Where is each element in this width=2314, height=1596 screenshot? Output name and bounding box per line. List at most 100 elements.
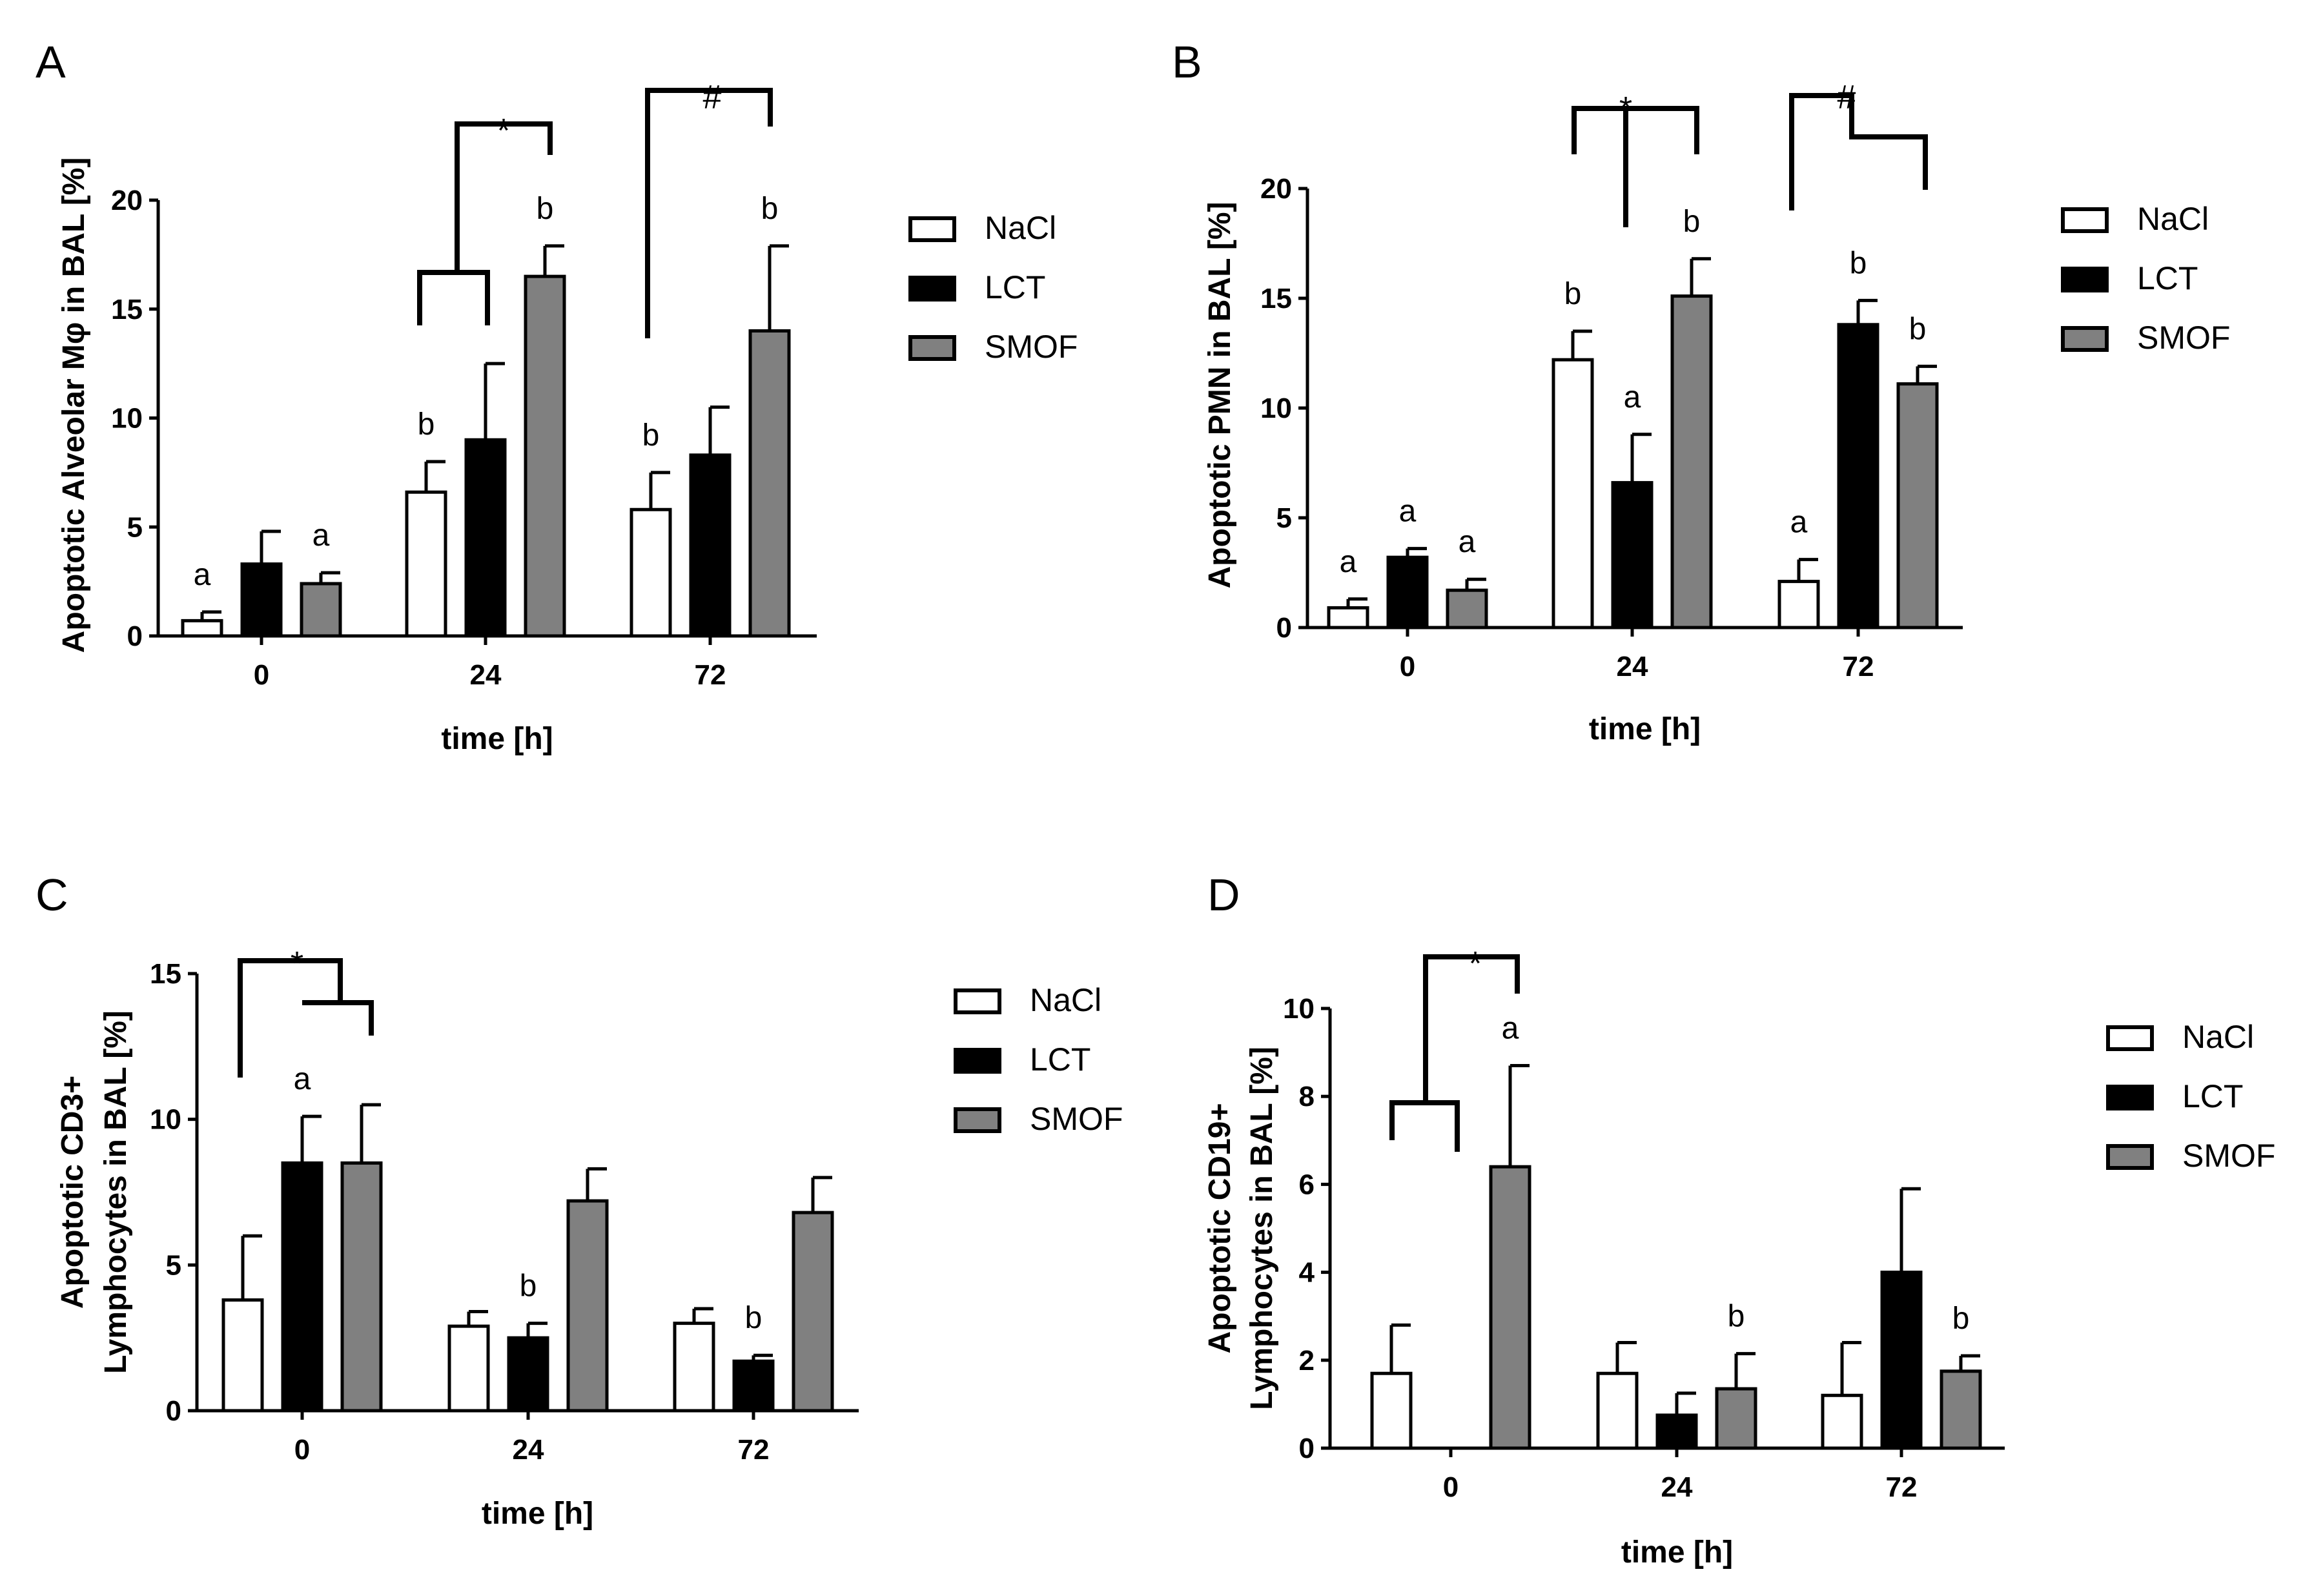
bar-lct <box>240 562 283 638</box>
legend-swatch-nacl <box>954 988 1001 1014</box>
legend: NaCl LCT SMOF <box>954 982 1123 1137</box>
y-tick-label: 5 <box>1276 502 1292 534</box>
y-tick-label: 2 <box>1299 1345 1315 1376</box>
significance-bracket <box>455 121 553 275</box>
significance-letter: b <box>1728 1300 1745 1334</box>
y-axis-title-line1: Apoptotic CD3+ <box>56 1076 90 1309</box>
y-tick-label: 0 <box>166 1395 181 1427</box>
panel-letter: A <box>36 37 66 87</box>
y-tick-label: 15 <box>1260 283 1292 314</box>
bar-smof <box>792 1211 834 1413</box>
legend-label: NaCl <box>2182 1019 2254 1055</box>
legend-swatch-lct <box>2106 1085 2154 1110</box>
bar-smof <box>524 274 566 638</box>
y-tick-label: 0 <box>127 620 143 652</box>
y-tick-label: 0 <box>1299 1433 1315 1464</box>
y-tick-label: 5 <box>127 511 143 543</box>
significance-letter: a <box>1624 380 1641 414</box>
legend-label: NaCl <box>985 210 1056 246</box>
y-tick-label: 20 <box>111 185 143 216</box>
significance-symbol: # <box>703 79 722 116</box>
x-tick-label: 24 <box>1661 1471 1693 1503</box>
legend: NaCl LCT SMOF <box>908 210 1078 365</box>
significance-letter: a <box>1790 506 1808 540</box>
y-axis-title: Apoptotic Alveolar Mφ in BAL [%] <box>57 158 91 653</box>
legend-swatch-nacl <box>908 216 956 242</box>
legend-swatch-smof <box>908 335 956 361</box>
significance-letter: b <box>520 1269 537 1304</box>
legend-swatch-smof <box>2061 326 2109 352</box>
legend-swatch-smof <box>954 1107 1001 1133</box>
y-tick-label: 5 <box>166 1249 181 1281</box>
x-tick-label: 0 <box>254 659 269 691</box>
legend-label: SMOF <box>1030 1101 1123 1137</box>
significance-symbol: * <box>1469 945 1482 983</box>
legend-swatch-nacl <box>2106 1025 2154 1051</box>
significance-letter: a <box>1399 495 1417 529</box>
y-tick-label: 15 <box>150 958 181 990</box>
bar-nacl <box>181 619 223 638</box>
x-axis-title: time [h] <box>482 1497 593 1531</box>
x-axis-title: time [h] <box>441 722 553 756</box>
significance-letter: b <box>1909 312 1927 346</box>
legend-swatch-lct <box>954 1048 1001 1074</box>
significance-letter: b <box>1850 246 1867 280</box>
y-axis-title-line1: Apoptotic CD19+ <box>1203 1103 1237 1353</box>
legend-label: LCT <box>2137 260 2198 296</box>
x-tick-label: 72 <box>1886 1471 1918 1503</box>
bar-smof <box>1940 1369 1982 1450</box>
legend: NaCl LCT SMOF <box>2061 201 2230 356</box>
significance-letter: b <box>1683 205 1701 239</box>
x-axis-title: time [h] <box>1621 1535 1733 1570</box>
x-tick-label: 72 <box>695 659 726 691</box>
bar-lct <box>281 1161 323 1413</box>
x-tick-label: 24 <box>513 1434 544 1466</box>
bar-smof <box>340 1161 383 1413</box>
bar-smof <box>1670 294 1713 629</box>
panel-a-chart: A 0 5 10 15 20 0 24 72 time [h] Apoptotic Alveolar… <box>36 37 1078 756</box>
bar-smof <box>566 1199 609 1413</box>
significance-symbol: * <box>1619 90 1632 128</box>
y-tick-label: 6 <box>1299 1169 1315 1200</box>
bar-lct <box>689 453 732 638</box>
significance-bracket <box>417 270 490 325</box>
x-tick-label: 24 <box>470 659 502 691</box>
significance-symbol: * <box>291 945 303 983</box>
panel-letter: C <box>36 870 68 920</box>
significance-letter: b <box>537 192 554 226</box>
y-tick-label: 10 <box>111 403 143 435</box>
bar-nacl <box>1551 358 1594 629</box>
significance-letter: a <box>294 1062 311 1096</box>
x-axis-title: time [h] <box>1589 712 1701 746</box>
significance-letter: b <box>761 192 779 226</box>
bar-nacl <box>673 1322 715 1413</box>
bar-lct <box>732 1359 775 1413</box>
legend-label: LCT <box>1030 1041 1090 1078</box>
significance-letter: b <box>642 418 660 453</box>
y-tick-label: 0 <box>1276 612 1292 644</box>
x-tick-label: 0 <box>1400 651 1415 682</box>
y-tick-label: 10 <box>1260 393 1292 424</box>
y-tick-label: 20 <box>1260 173 1292 205</box>
significance-letter: b <box>745 1301 763 1335</box>
significance-letter: b <box>1564 277 1582 311</box>
y-tick-label: 4 <box>1299 1257 1315 1289</box>
significance-letter: b <box>418 407 435 442</box>
bar-lct <box>1880 1271 1923 1450</box>
significance-letter: a <box>1502 1012 1519 1046</box>
bar-nacl <box>1327 606 1369 629</box>
bar-nacl <box>630 507 672 638</box>
significance-letter: b <box>1952 1302 1970 1336</box>
significance-bracket <box>1423 954 1520 1105</box>
bar-lct <box>1655 1413 1698 1450</box>
legend-label: SMOF <box>985 329 1078 365</box>
bar-nacl <box>447 1324 490 1413</box>
bar-smof <box>748 329 791 638</box>
legend-swatch-nacl <box>2061 207 2109 233</box>
significance-bracket <box>1572 106 1699 154</box>
x-tick-label: 0 <box>294 1434 310 1466</box>
legend-label: NaCl <box>2137 201 2209 237</box>
significance-bracket <box>645 88 773 338</box>
